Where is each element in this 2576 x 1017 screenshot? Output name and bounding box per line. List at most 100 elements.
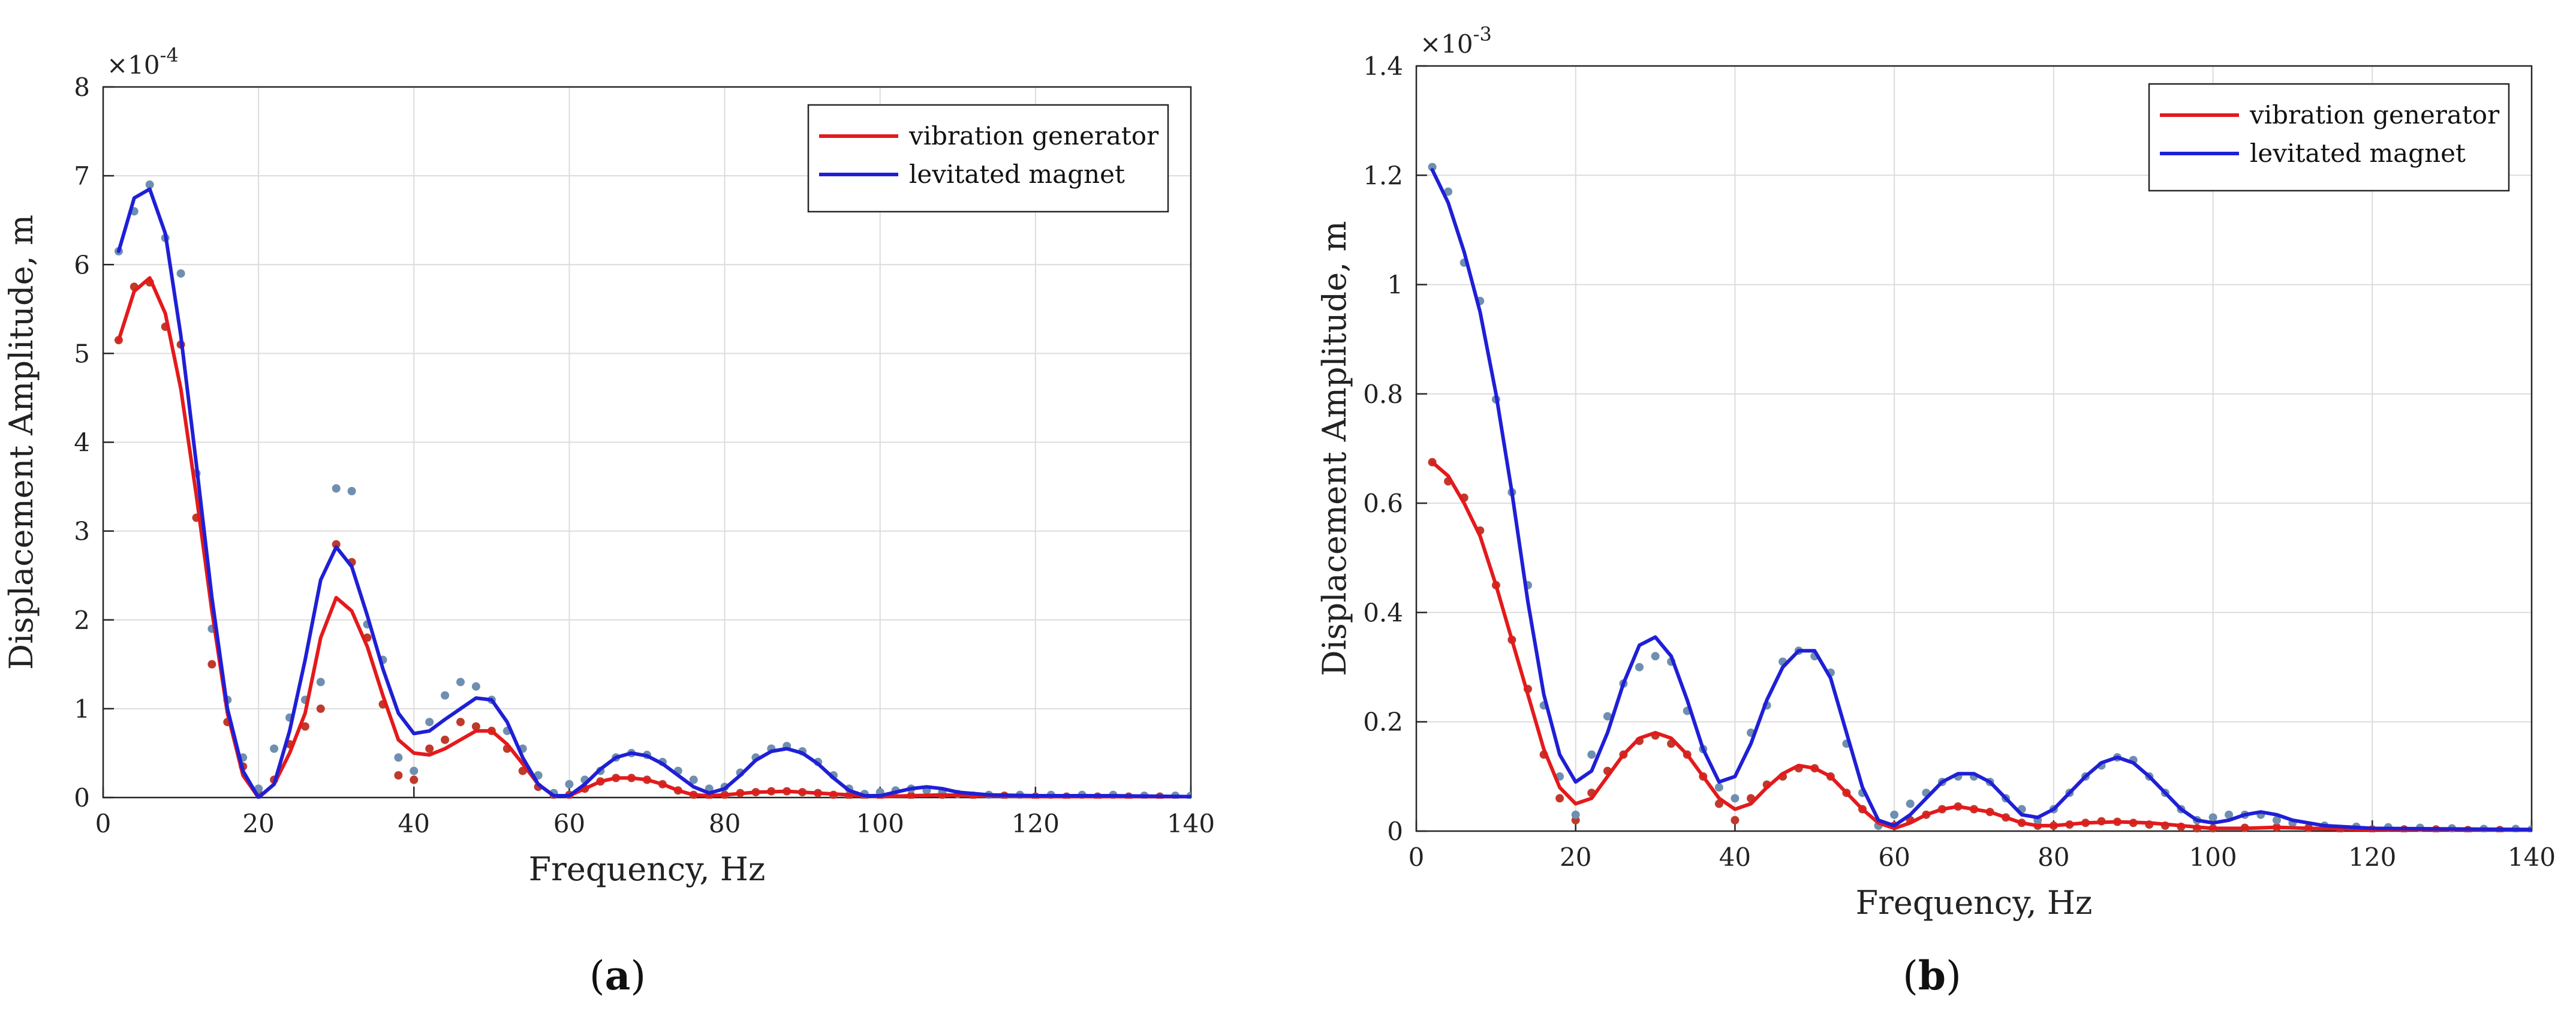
data-point — [394, 771, 403, 780]
y-tick-label: 0 — [1387, 817, 1403, 846]
y-tick-label: 1 — [1387, 270, 1403, 300]
x-tick-label: 20 — [1560, 843, 1591, 872]
x-tick-label: 0 — [95, 809, 112, 838]
y-tick-label: 1.2 — [1363, 161, 1403, 190]
panel-caption: (b) — [1903, 952, 1961, 999]
x-tick-label: 100 — [2189, 843, 2237, 872]
y-exponent-power: -4 — [160, 44, 179, 67]
x-tick-label: 60 — [553, 809, 585, 838]
legend: vibration generator levitated magnet — [807, 104, 1169, 213]
data-point — [425, 718, 434, 727]
y-tick-label: 6 — [74, 250, 90, 279]
axes-frame — [1415, 65, 2533, 832]
data-point — [410, 766, 419, 775]
data-point — [300, 722, 309, 731]
series-line — [116, 187, 1191, 799]
series-vibration-generator — [1430, 460, 2532, 832]
x-tick-label: 140 — [2508, 843, 2556, 872]
legend: vibration generator levitated magnet — [2148, 83, 2510, 192]
y-tick-label: 0.4 — [1363, 598, 1403, 627]
data-point — [1635, 663, 1644, 672]
data-point — [565, 780, 574, 789]
data-point — [1587, 750, 1596, 759]
data-point — [316, 704, 325, 713]
data-point — [1731, 794, 1740, 803]
y-tick-label: 0 — [74, 783, 90, 813]
y-exponent-power: -3 — [1473, 23, 1492, 46]
caption-letter: b — [1918, 952, 1946, 999]
data-point — [332, 484, 341, 493]
x-tick-label: 100 — [856, 809, 904, 838]
data-point — [471, 722, 480, 731]
y-tick-label: 8 — [74, 73, 90, 102]
data-point — [1906, 799, 1915, 808]
x-tick-label: 140 — [1167, 809, 1215, 838]
data-point — [441, 691, 450, 700]
data-point — [441, 735, 450, 744]
data-point — [1603, 712, 1612, 721]
data-point — [1444, 187, 1453, 196]
y-axis-label: Displacement Amplitude, m — [2, 215, 40, 670]
data-point — [1890, 810, 1899, 819]
data-point — [1428, 163, 1437, 171]
legend-label: vibration generator — [2249, 100, 2500, 130]
caption-paren-close: ) — [630, 953, 646, 999]
x-tick-label: 40 — [1719, 843, 1751, 872]
panel-caption: (a) — [589, 952, 646, 999]
data-point — [689, 775, 698, 784]
y-tick-label: 7 — [74, 161, 90, 191]
x-tick-label: 80 — [2038, 843, 2069, 872]
x-tick-label: 20 — [242, 809, 274, 838]
series-levitated-magnet — [116, 187, 1191, 799]
y-tick-label: 0.8 — [1363, 380, 1403, 409]
x-axis-label: Frequency, Hz — [1856, 884, 2093, 922]
data-point — [1714, 783, 1723, 792]
legend-label: levitated magnet — [2250, 139, 2466, 168]
data-point — [394, 753, 403, 762]
data-point — [456, 678, 465, 687]
data-point — [456, 718, 465, 727]
data-point — [410, 775, 419, 784]
y-exponent-label: ×10-3 — [1420, 23, 1492, 59]
y-tick-label: 1 — [74, 694, 90, 724]
data-point — [425, 744, 434, 753]
data-point — [145, 180, 154, 189]
plot-area — [1416, 66, 2532, 831]
caption-paren-open: ( — [1903, 953, 1918, 999]
x-tick-label: 80 — [709, 809, 741, 838]
data-point — [2272, 816, 2281, 825]
data-point — [2225, 810, 2234, 819]
y-tick-label: 3 — [74, 517, 90, 546]
y-exponent-label: ×10-4 — [107, 44, 179, 80]
data-point — [1571, 810, 1580, 819]
series-line — [1430, 168, 2532, 832]
data-point — [270, 744, 279, 753]
y-tick-label: 4 — [74, 428, 90, 458]
data-point — [1731, 816, 1740, 825]
legend-box — [807, 104, 1169, 213]
x-tick-label: 120 — [1012, 809, 1060, 838]
chart-panel-b: 0 20 40 60 80 100 120 140 0 0.2 0.4 0.6 0.8 1 1.2 1.4 ×1… — [1316, 23, 2556, 999]
y-tick-label: 0.6 — [1363, 489, 1403, 518]
caption-paren-open: ( — [589, 953, 605, 999]
x-tick-label: 60 — [1878, 843, 1910, 872]
y-tick-label: 1.4 — [1363, 52, 1403, 81]
x-axis-label: Frequency, Hz — [529, 850, 766, 888]
chart-panel-a: 0 20 40 60 80 100 120 140 0 1 2 3 4 5 6 7 8 ×10-4 Frequenc… — [2, 44, 1215, 999]
data-point — [347, 487, 356, 495]
data-point — [1651, 652, 1660, 661]
data-point — [1555, 794, 1564, 803]
y-tick-label: 2 — [74, 606, 90, 635]
x-tick-label: 120 — [2348, 843, 2396, 872]
x-tick-label: 0 — [1409, 843, 1425, 872]
data-point — [207, 660, 216, 669]
caption-paren-close: ) — [1946, 953, 1961, 999]
caption-letter: a — [605, 952, 631, 999]
legend-label: levitated magnet — [909, 160, 1125, 189]
data-point — [176, 269, 185, 278]
legend-label: vibration generator — [908, 121, 1159, 151]
y-tick-label: 5 — [74, 339, 90, 368]
y-tick-label: 0.2 — [1363, 708, 1403, 737]
x-tick-label: 40 — [398, 809, 430, 838]
series-line — [1430, 460, 2532, 832]
